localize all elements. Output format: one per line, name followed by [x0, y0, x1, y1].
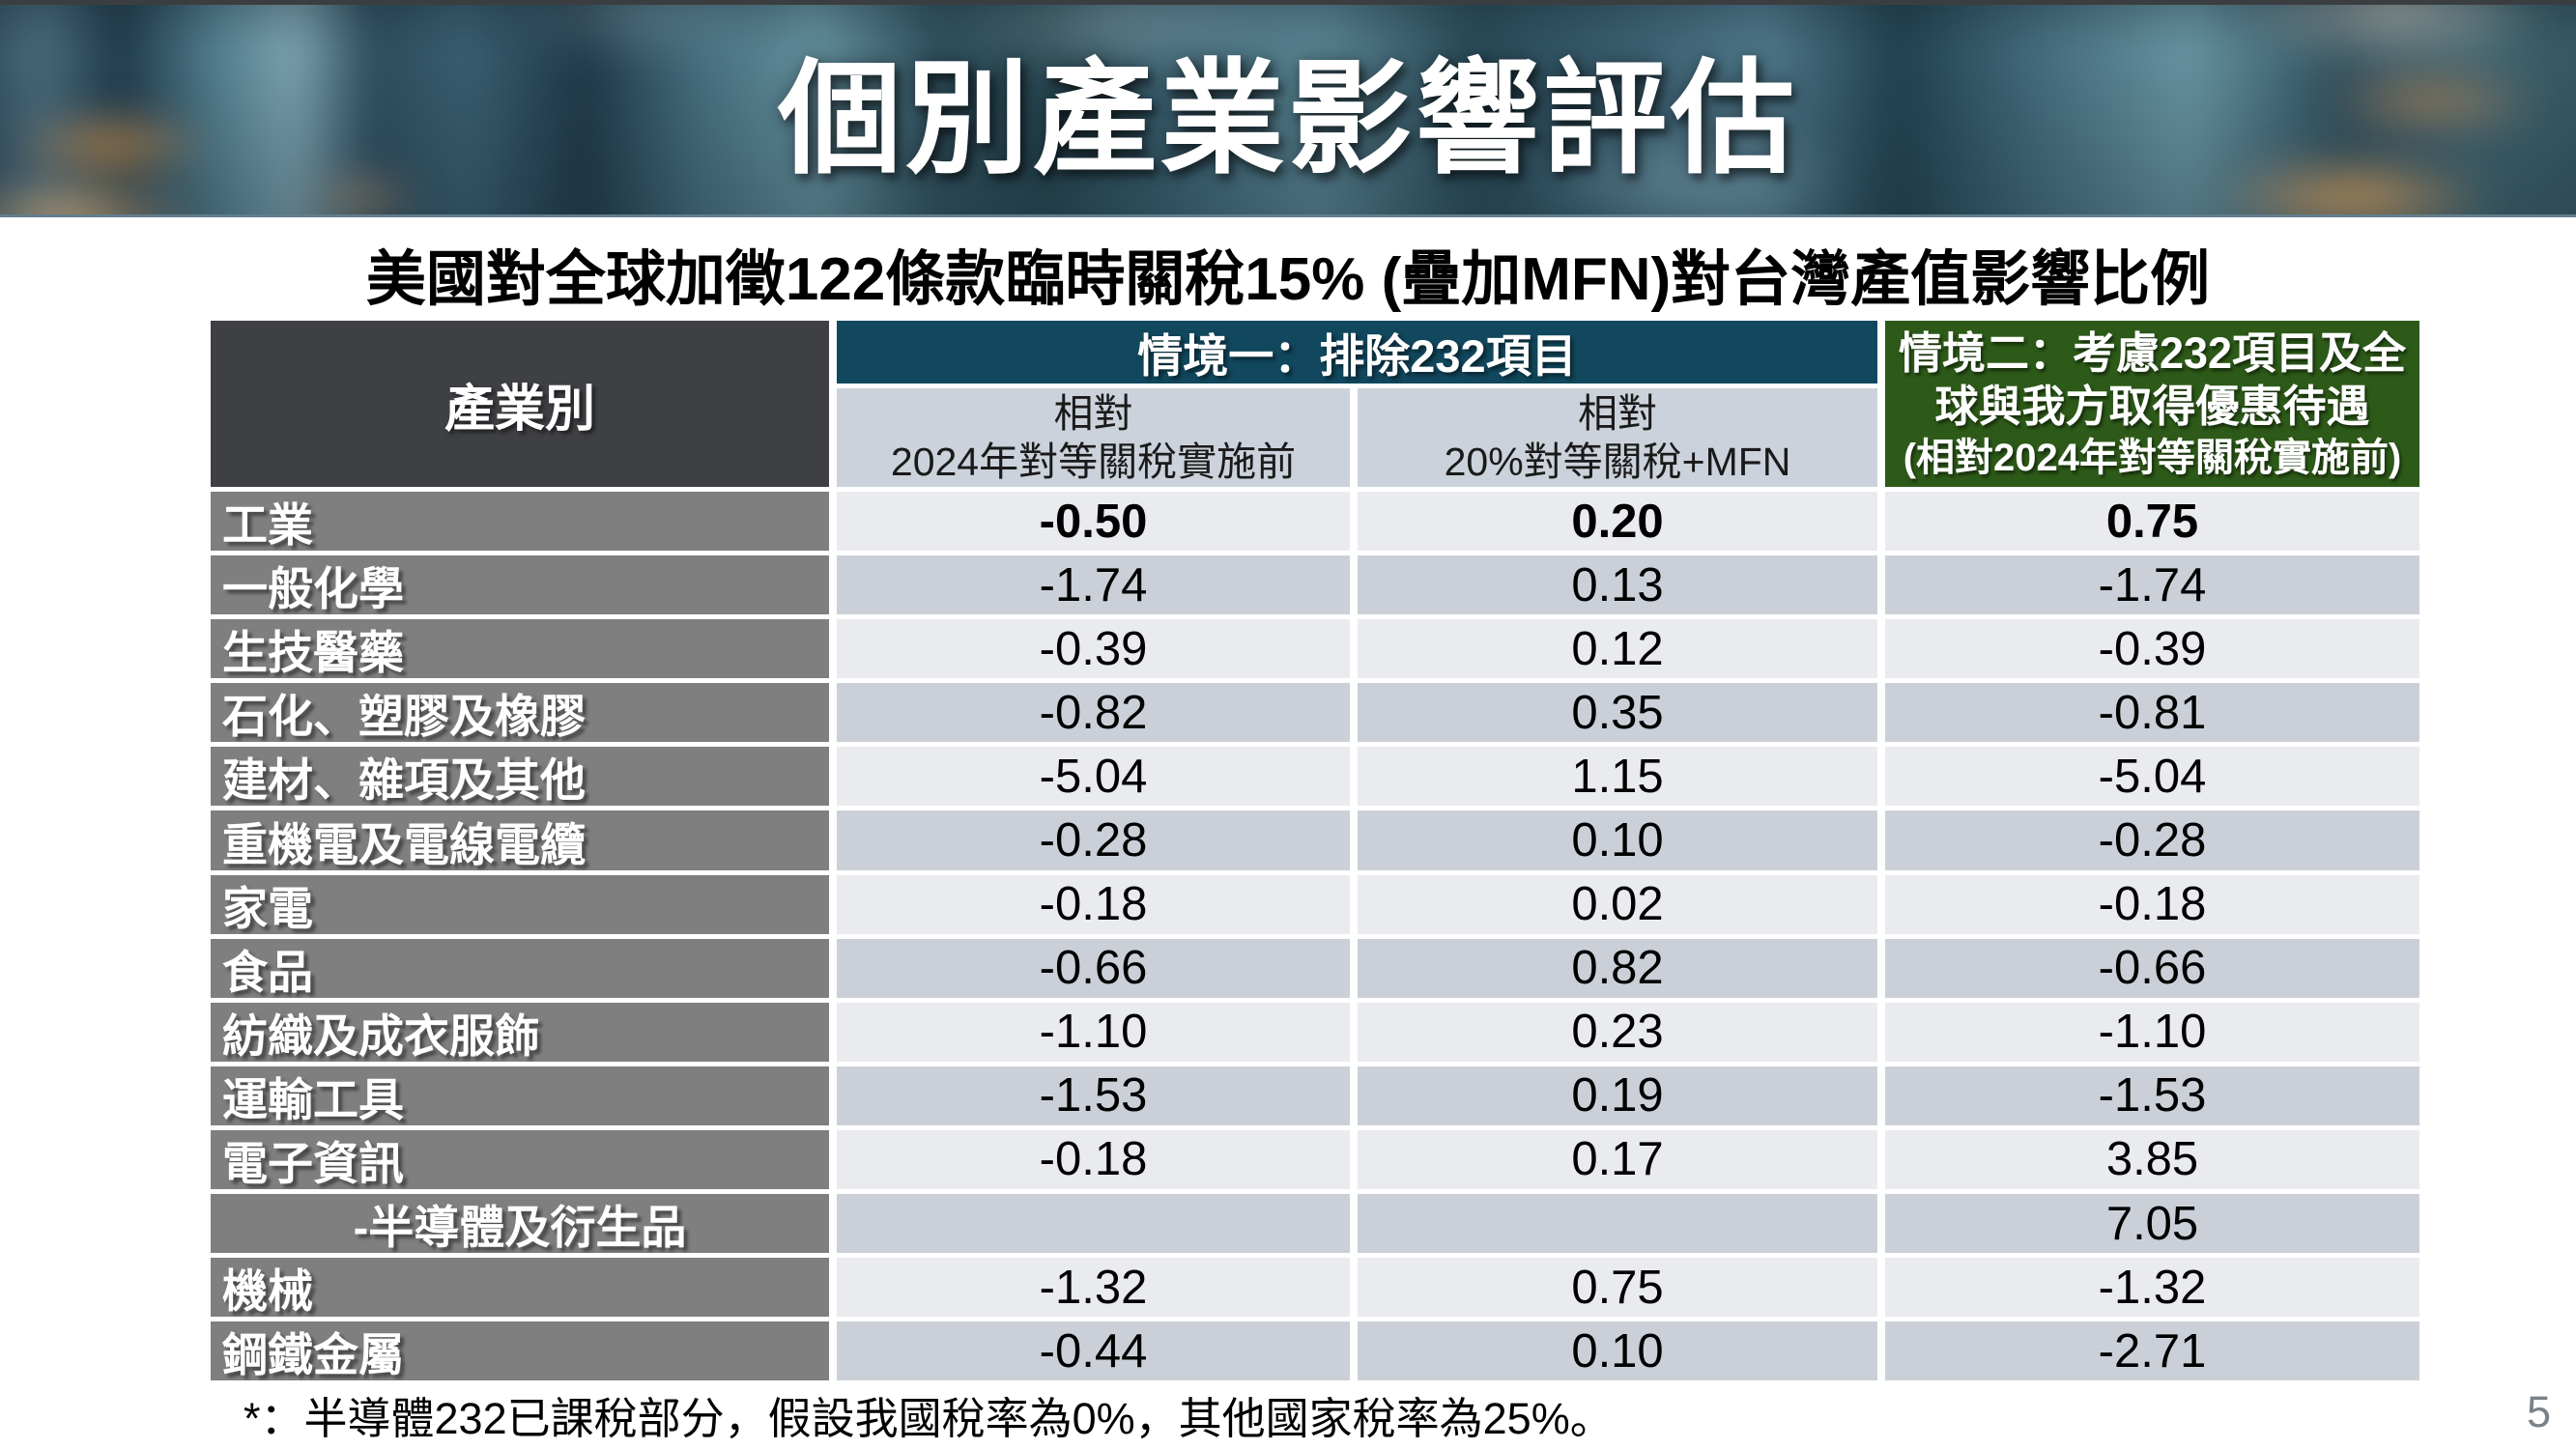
scenario1-subheader-pre2024: 相對 2024年對等關稅實施前 [837, 388, 1350, 487]
value-scenario1-mfn: 0.20 [1358, 492, 1877, 552]
scenario2-header: 情境二：考慮232項目及全 球與我方取得優惠待遇 (相對2024年對等關稅實施前… [1885, 321, 2419, 487]
value-scenario1-mfn: 0.10 [1358, 1321, 1877, 1381]
industry-label: 工業 [211, 492, 829, 552]
value-scenario1-pre2024: -0.28 [837, 810, 1350, 870]
industry-label: 電子資訊 [211, 1129, 829, 1190]
value-scenario1-pre2024: -0.18 [837, 874, 1350, 934]
value-scenario1-pre2024: -1.32 [837, 1258, 1350, 1318]
value-scenario1-pre2024: -0.82 [837, 683, 1350, 743]
value-scenario2: -0.81 [1885, 683, 2419, 743]
value-scenario1-mfn: 0.17 [1358, 1129, 1877, 1190]
value-scenario1-pre2024: -1.53 [837, 1065, 1350, 1125]
industry-label: 石化、塑膠及橡膠 [211, 683, 829, 743]
industry-label: 機械 [211, 1258, 829, 1318]
value-scenario2: -5.04 [1885, 747, 2419, 807]
value-scenario1-mfn: 0.75 [1358, 1258, 1877, 1318]
value-scenario1-pre2024: -0.66 [837, 938, 1350, 998]
impact-table: 產業別 情境一：排除232項目 情境二：考慮232項目及全 球與我方取得優惠待遇… [211, 321, 2419, 1381]
value-scenario1-pre2024: -0.39 [837, 619, 1350, 679]
scenario1-subheader-mfn: 相對 20%對等關稅+MFN [1358, 388, 1877, 487]
banner-background-highlights [0, 0, 2576, 214]
industry-label: 建材、雜項及其他 [211, 747, 829, 807]
value-scenario1-pre2024: -0.50 [837, 492, 1350, 552]
industry-label: -半導體及衍生品 [211, 1194, 829, 1254]
industry-label: 紡織及成衣服飾 [211, 1002, 829, 1062]
value-scenario1-mfn: 0.23 [1358, 1002, 1877, 1062]
value-scenario2: -1.10 [1885, 1002, 2419, 1062]
value-scenario1-mfn: 0.35 [1358, 683, 1877, 743]
value-scenario2: -0.66 [1885, 938, 2419, 998]
table-caption: 美國對全球加徵122條款臨時關稅15% (疊加MFN)對台灣產值影響比例 [365, 246, 2211, 313]
slide-title: 個別產業影響評估 [777, 49, 1798, 188]
value-scenario2: -2.71 [1885, 1321, 2419, 1381]
value-scenario1-pre2024 [837, 1194, 1350, 1254]
value-scenario1-mfn: 0.82 [1358, 938, 1877, 998]
value-scenario1-mfn: 0.02 [1358, 874, 1877, 934]
value-scenario2: -0.39 [1885, 619, 2419, 679]
page-number: 5 [2526, 1387, 2551, 1436]
scenario2-header-main: 情境二：考慮232項目及全 球與我方取得優惠待遇 [1898, 328, 2407, 431]
industry-column-header: 產業別 [211, 321, 829, 487]
value-scenario2: -1.32 [1885, 1258, 2419, 1318]
industry-label: 鋼鐵金屬 [211, 1321, 829, 1381]
industry-label: 食品 [211, 938, 829, 998]
footnote: *：半導體232已課稅部分，假設我國稅率為0%，其他國家稅率為25%。 [243, 1394, 1614, 1443]
value-scenario2: 3.85 [1885, 1129, 2419, 1190]
value-scenario1-mfn: 0.12 [1358, 619, 1877, 679]
value-scenario1-pre2024: -1.10 [837, 1002, 1350, 1062]
industry-label: 運輸工具 [211, 1065, 829, 1125]
industry-label: 一般化學 [211, 555, 829, 615]
value-scenario2: -1.53 [1885, 1065, 2419, 1125]
value-scenario2: -0.28 [1885, 810, 2419, 870]
value-scenario1-mfn: 1.15 [1358, 747, 1877, 807]
value-scenario2: 0.75 [1885, 492, 2419, 552]
scenario1-header: 情境一：排除232項目 [837, 321, 1877, 384]
value-scenario1-mfn [1358, 1194, 1877, 1254]
value-scenario1-pre2024: -0.18 [837, 1129, 1350, 1190]
banner-top-strip [0, 0, 2576, 5]
value-scenario1-mfn: 0.13 [1358, 555, 1877, 615]
value-scenario1-pre2024: -1.74 [837, 555, 1350, 615]
value-scenario1-pre2024: -0.44 [837, 1321, 1350, 1381]
industry-label: 重機電及電線電纜 [211, 810, 829, 870]
value-scenario1-mfn: 0.10 [1358, 810, 1877, 870]
value-scenario1-mfn: 0.19 [1358, 1065, 1877, 1125]
title-banner: 個別產業影響評估 [0, 0, 2576, 217]
industry-label: 生技醫藥 [211, 619, 829, 679]
value-scenario1-pre2024: -5.04 [837, 747, 1350, 807]
scenario2-header-note: (相對2024年對等關稅實施前) [1903, 436, 2402, 479]
value-scenario2: 7.05 [1885, 1194, 2419, 1254]
value-scenario2: -1.74 [1885, 555, 2419, 615]
value-scenario2: -0.18 [1885, 874, 2419, 934]
industry-label: 家電 [211, 874, 829, 934]
